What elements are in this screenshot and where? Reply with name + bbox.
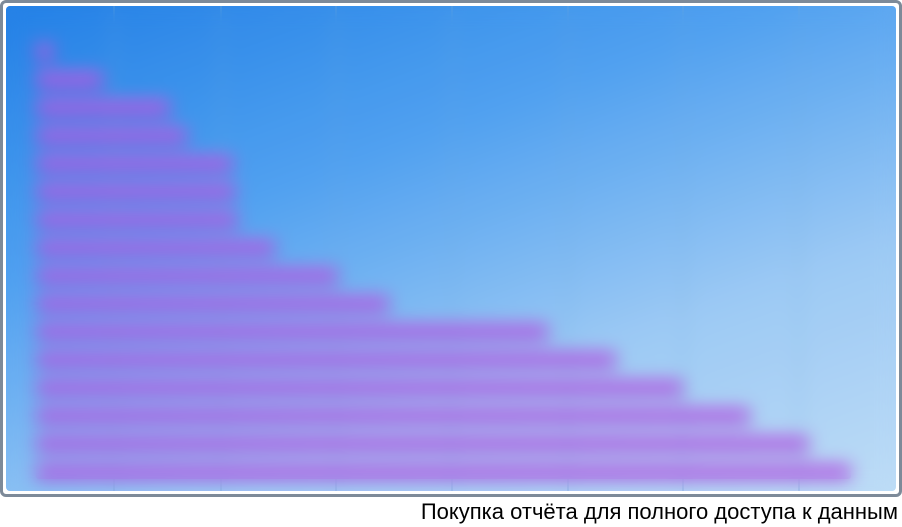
purchase-caption: Покупка отчёта для полного доступа к дан… xyxy=(421,499,898,525)
chart-frame: Покупка отчёта для полного доступа к дан… xyxy=(0,0,902,527)
chart-blur-overlay xyxy=(6,6,896,491)
chart-area xyxy=(6,6,896,491)
